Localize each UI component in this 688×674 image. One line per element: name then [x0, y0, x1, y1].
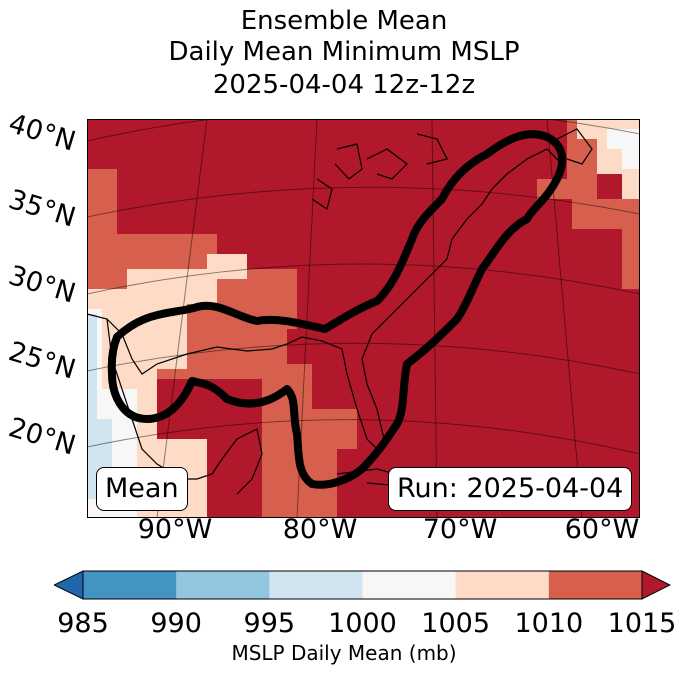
colorbar-tick-label: 995 [243, 608, 296, 639]
lon-label-70w: 70°W [422, 514, 498, 545]
colorbar-bin [176, 571, 270, 599]
colorbar-tick-label: 990 [150, 608, 202, 639]
map-frame [87, 119, 640, 518]
lon-label-60w: 60°W [564, 514, 640, 545]
map-panel [87, 119, 640, 518]
colorbar-under-extension [54, 570, 84, 600]
run-date-box: Run: 2025-04-04 [388, 467, 633, 511]
colorbar-tick-label: 1005 [421, 608, 491, 639]
chart-title-line-3: 2025-04-04 12z-12z [212, 70, 476, 100]
colorbar-bin [269, 571, 363, 599]
colorbar [54, 570, 671, 600]
pressure-field-990-995 [87, 314, 112, 499]
colorbar-tick-label: 985 [57, 608, 109, 639]
colorbar-tick-label: 1015 [607, 608, 677, 639]
colorbar-bin [83, 571, 177, 599]
chart-title-line-1: Ensemble Mean [240, 6, 448, 36]
colorbar-frame [82, 570, 643, 600]
low-pressure-contour [107, 130, 567, 489]
lat-label-30n: 30°N [4, 260, 80, 310]
colorbar-bin [548, 571, 643, 599]
colorbar-label: MSLP Daily Mean (mb) [231, 641, 457, 665]
chart-title-line-2: Daily Mean Minimum MSLP [168, 37, 520, 67]
lat-label-40n: 40°N [4, 108, 80, 158]
colorbar-bins [83, 571, 643, 599]
mean-label-box: Mean [96, 467, 188, 511]
pressure-field-1005-1010-gulf [262, 319, 357, 518]
lon-label-80w: 80°W [282, 514, 358, 545]
colorbar-bin [455, 571, 550, 599]
pressure-field-1005-1010-atlantic [537, 119, 640, 289]
lat-label-20n: 20°N [4, 412, 80, 462]
colorbar-tick-label: 1000 [328, 608, 397, 639]
pressure-field-995-1000-northeast [607, 129, 640, 169]
colorbar-bin [362, 571, 457, 599]
colorbar-over-extension [641, 570, 671, 600]
lat-label-25n: 25°N [4, 336, 80, 386]
lon-label-90w: 90°W [137, 514, 213, 545]
colorbar-tick-label: 1010 [514, 608, 584, 639]
lat-label-35n: 35°N [4, 184, 80, 234]
